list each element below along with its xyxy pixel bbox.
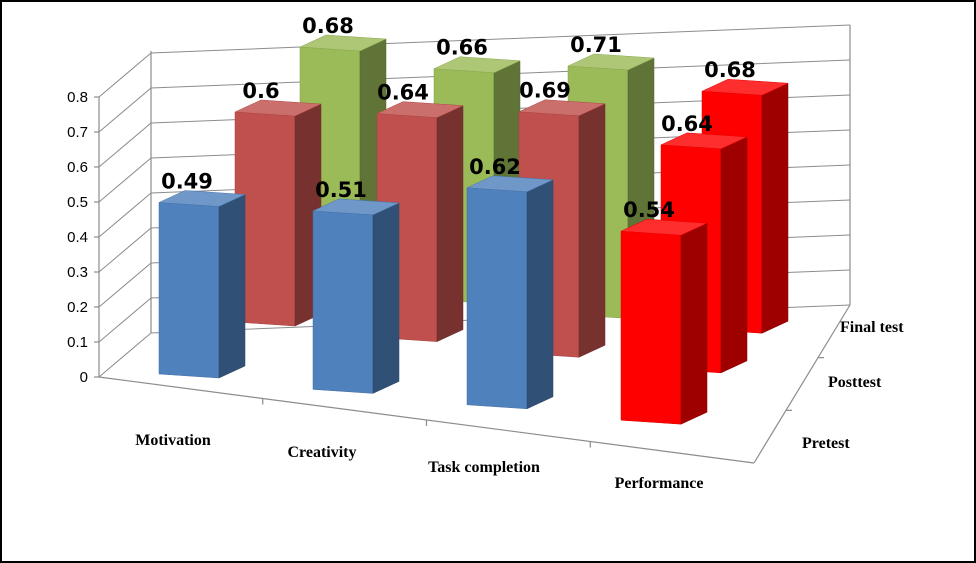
bar-top-face [567,53,655,71]
bar-top-face [660,132,748,150]
bar-pretest-task-completion [466,175,554,410]
bar-side-face [436,105,464,343]
bar-top-face [234,99,322,117]
bar-top-face [433,56,521,73]
data-label: 0.71 [570,33,622,57]
data-label: 0.64 [661,112,713,136]
category-label-motivation: Motivation [135,432,211,449]
bar-top-face [312,198,400,216]
data-label: 0.51 [315,178,367,202]
axes [94,25,851,464]
bars: 0.68 0.66 0.71 0.68 0.6 0.64 0.69 0.64 0.49 0.51 0… [158,14,789,425]
bar-side-face [218,194,246,379]
data-label: 0.6 [242,79,279,103]
bar-top-face [376,101,464,118]
y-tick-label: 0 [80,369,88,386]
y-tick-label: 0.3 [67,264,88,281]
bar-front-face [158,202,220,379]
category-label-task-completion: Task completion [428,459,540,476]
bar-side-face [761,82,789,334]
bar-side-face [578,103,606,358]
bar-pretest-performance [620,218,708,425]
y-tick-label: 0.8 [67,89,88,106]
data-label: 0.49 [161,170,213,194]
data-label: 0.69 [519,79,571,103]
bar-top-face [518,99,606,116]
bar-pretest-creativity [312,198,400,394]
bar-front-face [466,187,528,410]
y-tick-label: 0.5 [67,194,88,211]
bar-side-face [680,222,708,425]
bar-side-face [372,202,400,394]
y-tick-label: 0.6 [67,159,88,176]
series-label-final-test: Final test [840,319,904,336]
data-label: 0.66 [436,36,488,60]
category-label-creativity: Creativity [287,444,356,461]
data-label: 0.62 [469,155,521,179]
bar-top-face [701,78,789,96]
data-label: 0.68 [704,58,756,82]
bar-top-face [158,190,246,207]
bar-pretest-motivation [158,190,246,379]
bar-side-face [526,179,554,410]
bar-top-face [299,34,387,52]
y-tick-label: 0.4 [67,229,88,246]
bar-top-face [620,218,708,236]
bar-front-face [312,210,374,394]
series-label-posttest: Posttest [828,374,882,391]
data-label: 0.64 [377,81,429,105]
y-tick-label: 0.1 [67,334,88,351]
y-tick-label: 0.7 [67,124,88,141]
data-label: 0.68 [302,14,354,38]
data-label: 0.54 [623,198,675,222]
category-label-performance: Performance [615,475,704,492]
depth-axis-line [753,304,851,464]
y-tick-label: 0.2 [67,299,88,316]
bar-posttest-motivation [234,99,322,327]
bar-side-face [720,136,748,374]
bar-top-face [466,175,554,193]
bar-front-face [620,230,682,425]
series-label-pretest: Pretest [802,435,850,452]
